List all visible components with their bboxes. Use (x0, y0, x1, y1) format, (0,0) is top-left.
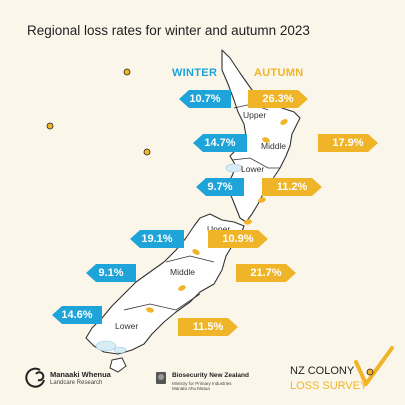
biosecurity-ministry-maori: Manatū Ahu Matua (172, 386, 210, 391)
ni-middle-label: Middle (261, 141, 287, 151)
ni-middle-winter: 14.7% (193, 134, 247, 152)
leaf-icon (146, 119, 288, 313)
legend-winter: WINTER (172, 67, 218, 79)
si-lower-autumn: 11.5% (178, 318, 238, 336)
ni-lower-autumn: 11.2% (262, 178, 322, 196)
ni-lower-label: Lower (241, 164, 265, 174)
manaaki-whenua-subtitle: Landcare Research (50, 380, 103, 386)
bee-icon (46, 68, 151, 156)
manaaki-whenua-name: Manaaki Whenua (50, 370, 111, 379)
ni-middle-autumn: 17.9% (318, 134, 378, 152)
si-middle-label: Middle (170, 267, 196, 277)
si-middle-autumn: 21.7% (236, 264, 296, 282)
survey-title-line1: NZ COLONY (290, 365, 355, 377)
si-upper-label: Upper (207, 224, 231, 234)
si-upper-autumn: 10.9% (208, 230, 268, 248)
biosecurity-ministry: Ministry for Primary Industries (172, 381, 232, 386)
ni-upper-label: Upper (243, 110, 267, 120)
crest-icon (156, 372, 166, 384)
si-middle-winter: 9.1% (86, 264, 136, 282)
ni-lower-winter: 9.7% (196, 178, 244, 196)
ni-upper-autumn: 26.3% (248, 90, 308, 108)
page-title: Regional loss rates for winter and autum… (27, 23, 310, 38)
snow-icon (95, 163, 243, 354)
si-lower-winter: 14.6% (52, 306, 102, 324)
legend-autumn: AUTUMN (254, 67, 304, 79)
manaaki-whenua-logo (25, 367, 45, 388)
biosecurity-name: Biosecurity New Zealand (172, 372, 249, 379)
ni-upper-winter: 10.7% (179, 90, 231, 108)
si-lower-label: Lower (115, 321, 139, 331)
si-upper-winter: 19.1% (130, 230, 184, 248)
checkmark-icon (354, 346, 394, 386)
survey-title-line2: LOSS SURVEY (290, 380, 368, 392)
biosecurity-subtitle: Ministry for Primary Industries Manatū A… (172, 381, 232, 391)
